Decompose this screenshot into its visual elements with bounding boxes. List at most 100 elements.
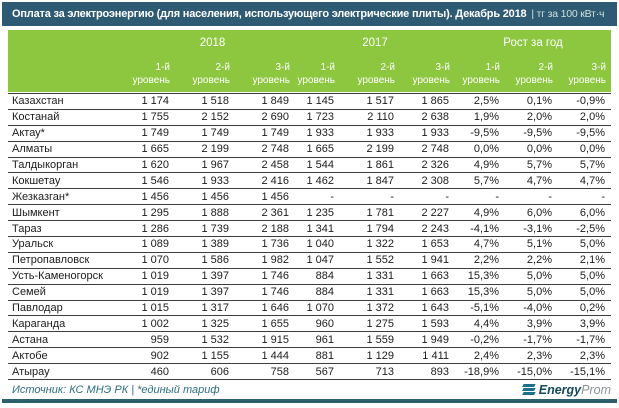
value-2018-level2: 1 888 <box>175 204 235 222</box>
region-name: Павлодар <box>8 300 130 317</box>
value-2017-level3: 1 593 <box>400 315 455 333</box>
value-2017-level2: 1 322 <box>340 236 400 253</box>
region-name: Актобе <box>8 347 130 365</box>
value-2018-level1: 460 <box>130 363 175 381</box>
growth-level1: 2,5% <box>455 93 505 110</box>
energyprom-logo: Energy Prom <box>522 382 611 397</box>
growth-level2: 5,0% <box>505 284 558 301</box>
table-row: Семей 1 019 1 397 1 746 884 1 331 1 663 … <box>8 284 611 301</box>
value-2017-level2: 1 552 <box>340 252 400 269</box>
growth-level3: 2,1% <box>558 252 611 269</box>
value-2018-level1: 1 295 <box>130 204 175 222</box>
growth-level1: 15,3% <box>455 268 505 285</box>
region-name: Петропавловск <box>8 252 130 269</box>
value-2017-level1: 1 070 <box>295 300 340 317</box>
value-2017-level1: 961 <box>295 331 340 349</box>
value-2017-level1: 1 544 <box>295 157 340 174</box>
value-2017-level3: 2 308 <box>400 172 455 190</box>
growth-level3: -1,7% <box>558 331 611 349</box>
value-2018-level2: 2 199 <box>175 141 235 158</box>
growth-level1: -4,1% <box>455 220 505 238</box>
table-row: Костанай 1 755 2 152 2 690 1 723 2 110 2… <box>8 109 611 126</box>
growth-level1: 5,7% <box>455 172 505 190</box>
region-name: Атырау <box>8 363 130 381</box>
value-2018-level3: 758 <box>235 363 295 381</box>
value-2017-level3: 1 933 <box>400 125 455 142</box>
growth-level1: 4,9% <box>455 204 505 222</box>
value-2017-level1: 1 341 <box>295 220 340 238</box>
value-2018-level3: 1 982 <box>235 252 295 269</box>
growth-level2: -9,5% <box>505 125 558 142</box>
growth-level2: 2,0% <box>505 109 558 126</box>
growth-level1: 2,2% <box>455 252 505 269</box>
value-2017-level2: 1 559 <box>340 331 400 349</box>
growth-level3: -9,5% <box>558 125 611 142</box>
growth-level2: 4,7% <box>505 172 558 190</box>
source-note: Источник: КС МНЭ РК | *единый тариф <box>12 383 220 396</box>
value-2017-level1: 1 933 <box>295 125 340 142</box>
value-2017-level3: 2 326 <box>400 157 455 174</box>
table-row: Жезказган* 1 456 1 456 1 456 - - - - - - <box>8 188 611 206</box>
value-2017-level1: 1 723 <box>295 109 340 126</box>
value-2018-level1: 1 286 <box>130 220 175 238</box>
table-row: Усть-Каменогорск 1 019 1 397 1 746 884 1… <box>8 268 611 285</box>
energyprom-e-icon <box>522 384 536 395</box>
table-row: Актобе 902 1 155 1 444 881 1 129 1 411 2… <box>8 347 611 365</box>
growth-level2: 2,2% <box>505 252 558 269</box>
table-row: Павлодар 1 015 1 317 1 646 1 070 1 372 1… <box>8 300 611 317</box>
growth-level1: -9,5% <box>455 125 505 142</box>
value-2018-level2: 1 456 <box>175 188 235 206</box>
value-2018-level1: 1 620 <box>130 157 175 174</box>
growth-level3: 6,0% <box>558 204 611 222</box>
level-header-2018-2: 2-й уровень <box>192 62 230 86</box>
value-2017-level2: 1 331 <box>340 284 400 301</box>
value-2018-level3: 2 690 <box>235 109 295 126</box>
region-name: Костанай <box>8 109 130 126</box>
value-2018-level3: 2 458 <box>235 157 295 174</box>
value-2018-level2: 1 739 <box>175 220 235 238</box>
value-2017-level3: 2 748 <box>400 141 455 158</box>
page-title: Оплата за электроэнергию (для населения,… <box>12 8 527 20</box>
region-name: Уральск <box>8 236 130 253</box>
header-spacer <box>8 30 130 55</box>
column-header-block: 2018 2017 Рост за год 1-й уровень 2-й уров… <box>8 30 611 92</box>
region-name: Кокшетау <box>8 172 130 190</box>
table-row: Кокшетау 1 546 1 933 2 416 1 462 1 847 2… <box>8 172 611 190</box>
value-2017-level2: 1 331 <box>340 268 400 285</box>
value-2017-level1: 1 145 <box>295 93 340 110</box>
value-2018-level2: 1 155 <box>175 347 235 365</box>
growth-level2: 0,1% <box>505 93 558 110</box>
value-2018-level2: 606 <box>175 363 235 381</box>
growth-level2: -15,0% <box>505 363 558 381</box>
value-2018-level2: 1 397 <box>175 284 235 301</box>
logo-text-bold: Energy <box>538 382 582 397</box>
value-2018-level1: 1 015 <box>130 300 175 317</box>
page-title-unit: | тг за 100 кВт·ч <box>531 8 605 20</box>
value-2018-level3: 1 655 <box>235 315 295 333</box>
growth-level1: 1,9% <box>455 109 505 126</box>
value-2018-level1: 1 456 <box>130 188 175 206</box>
tariff-table: Казахстан 1 174 1 518 1 849 1 145 1 517 … <box>8 93 611 381</box>
growth-level3: -0,9% <box>558 93 611 110</box>
value-2017-level1: 1 462 <box>295 172 340 190</box>
value-2018-level3: 2 416 <box>235 172 295 190</box>
region-name: Алматы <box>8 141 130 158</box>
value-2017-level3: 1 411 <box>400 347 455 365</box>
value-2017-level1: 1 040 <box>295 236 340 253</box>
growth-level2: 3,9% <box>505 315 558 333</box>
value-2018-level2: 1 933 <box>175 172 235 190</box>
value-2017-level3: 1 941 <box>400 252 455 269</box>
year-group-growth: Рост за год <box>503 37 563 49</box>
growth-level3: 2,3% <box>558 347 611 365</box>
value-2018-level1: 1 546 <box>130 172 175 190</box>
growth-level3: 5,0% <box>558 268 611 285</box>
region-name: Казахстан <box>8 93 130 110</box>
region-name: Усть-Каменогорск <box>8 268 130 285</box>
value-2018-level3: 1 456 <box>235 188 295 206</box>
year-group-2017: 2017 <box>362 37 388 49</box>
value-2017-level1: 884 <box>295 268 340 285</box>
growth-level3: 5,0% <box>558 284 611 301</box>
value-2017-level2: 1 781 <box>340 204 400 222</box>
region-name: Актау* <box>8 125 130 142</box>
